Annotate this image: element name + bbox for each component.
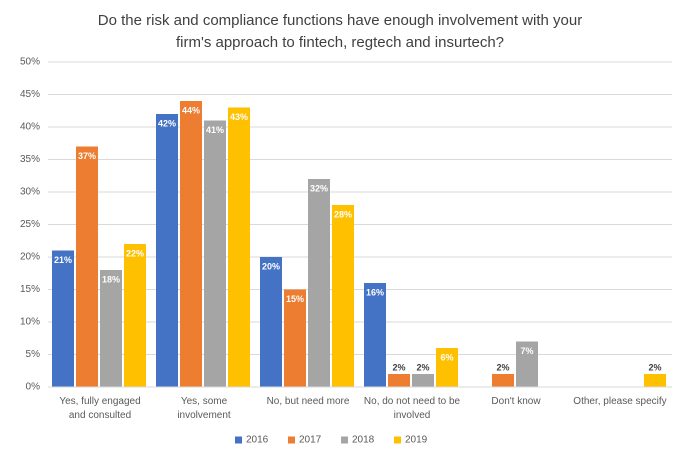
legend-swatch <box>341 436 348 444</box>
data-label: 43% <box>230 112 248 122</box>
data-label: 2% <box>496 362 509 372</box>
data-label: 41% <box>206 125 224 135</box>
legend-label: 2019 <box>405 435 428 446</box>
y-tick-label: 20% <box>20 252 40 263</box>
data-label: 37% <box>78 151 96 161</box>
bar <box>52 250 74 387</box>
bar <box>228 107 250 387</box>
y-tick-label: 45% <box>20 89 40 100</box>
data-label: 22% <box>126 248 144 258</box>
data-label: 20% <box>262 261 280 271</box>
y-tick-label: 40% <box>20 122 40 133</box>
y-tick-label: 35% <box>20 154 40 165</box>
bar <box>204 120 226 387</box>
bar <box>156 114 178 387</box>
x-tick-label: No, but need more <box>266 396 350 407</box>
bar <box>388 374 410 387</box>
data-label: 2% <box>648 362 661 372</box>
bar <box>284 289 306 387</box>
chart-title: Do the risk and compliance functions hav… <box>97 12 583 51</box>
x-tick-label: Yes, fully engaged and consulted <box>59 396 141 421</box>
legend-swatch <box>288 436 295 444</box>
legend-label: 2017 <box>299 435 322 446</box>
y-tick-label: 0% <box>26 382 41 393</box>
data-label: 2% <box>416 362 429 372</box>
x-tick-label: Don't know <box>491 396 541 407</box>
data-label: 6% <box>440 352 453 362</box>
y-tick-label: 30% <box>20 187 40 198</box>
bar <box>260 257 282 387</box>
legend-swatch <box>394 436 401 444</box>
data-label: 42% <box>158 118 176 128</box>
x-tick-label: Other, please specify <box>573 396 667 407</box>
data-label: 7% <box>520 346 533 356</box>
bar <box>180 101 202 387</box>
bar <box>644 374 666 387</box>
bar <box>100 270 122 387</box>
x-tick-label: Yes, some involvement <box>177 396 231 421</box>
legend-label: 2018 <box>352 435 375 446</box>
y-tick-label: 10% <box>20 317 40 328</box>
y-tick-label: 50% <box>20 57 40 68</box>
legend-swatch <box>235 436 242 444</box>
x-tick-label: No, do not need to be involved <box>363 396 461 421</box>
bar <box>332 205 354 387</box>
data-label: 18% <box>102 274 120 284</box>
data-label: 15% <box>286 294 304 304</box>
data-label: 28% <box>334 209 352 219</box>
bar <box>308 179 330 387</box>
legend-label: 2016 <box>246 435 269 446</box>
data-label: 44% <box>182 105 200 115</box>
bar <box>124 244 146 387</box>
bar <box>516 341 538 387</box>
bar <box>412 374 434 387</box>
y-tick-label: 5% <box>26 349 41 360</box>
bar <box>76 146 98 387</box>
data-label: 2% <box>392 362 405 372</box>
data-label: 32% <box>310 183 328 193</box>
data-label: 21% <box>54 255 72 265</box>
bar <box>492 374 514 387</box>
y-tick-label: 15% <box>20 284 40 295</box>
data-label: 16% <box>366 287 384 297</box>
bar <box>436 348 458 387</box>
bar <box>364 283 386 387</box>
y-tick-label: 25% <box>20 219 40 230</box>
